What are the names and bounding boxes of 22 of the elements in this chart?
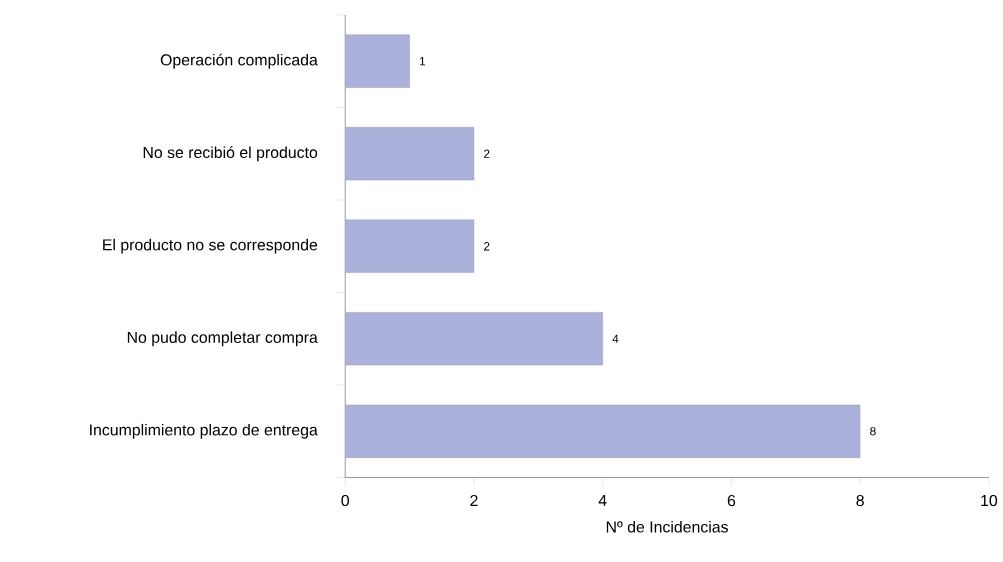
data-label: 8 [870,427,876,436]
bar [345,219,475,273]
data-label: 4 [612,334,619,343]
data-label: 2 [484,149,490,158]
x-tick-label: 4 [598,494,607,506]
data-label: 2 [484,242,490,251]
y-tick-label: No se recibió el producto [143,146,318,162]
x-tick-label: 0 [341,494,349,507]
y-tick-label: No pudo completar compra [127,331,318,347]
x-tick-label: 10 [981,494,998,507]
x-tick-label: 2 [470,494,478,506]
bar [345,127,475,181]
bar [345,404,861,458]
x-tick-label: 6 [727,494,736,507]
y-tick-label: Incumplimiento plazo de entrega [90,423,318,439]
y-tick-label: Operación complicada [160,53,318,69]
x-axis-title: Nº de Incidencias [606,520,728,533]
y-tick-label: El producto no se corresponde [103,238,318,254]
bar [345,312,603,366]
bar [345,34,410,88]
data-label: 1 [419,57,426,66]
x-tick-label: 8 [856,494,864,507]
